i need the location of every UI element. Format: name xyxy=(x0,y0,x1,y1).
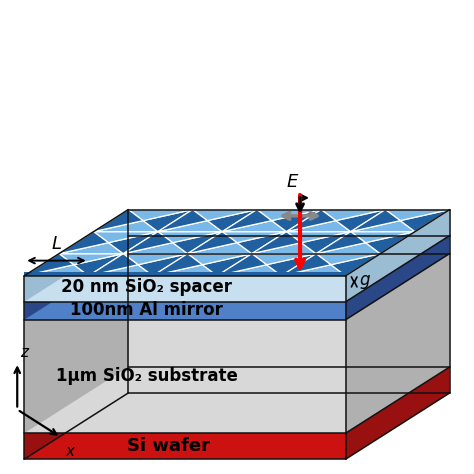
Polygon shape xyxy=(331,254,380,276)
Polygon shape xyxy=(286,210,336,232)
Polygon shape xyxy=(217,264,282,276)
Polygon shape xyxy=(24,236,450,302)
Polygon shape xyxy=(94,220,158,232)
Polygon shape xyxy=(282,264,346,276)
Polygon shape xyxy=(385,210,450,220)
Polygon shape xyxy=(346,236,450,319)
Polygon shape xyxy=(24,254,450,319)
Polygon shape xyxy=(59,254,123,264)
Polygon shape xyxy=(128,210,192,220)
Polygon shape xyxy=(316,243,380,254)
Polygon shape xyxy=(351,220,415,232)
Polygon shape xyxy=(173,232,222,254)
Bar xyxy=(24,302,346,319)
Polygon shape xyxy=(222,210,272,232)
Polygon shape xyxy=(109,232,158,254)
Text: $z$: $z$ xyxy=(20,345,30,360)
Text: 100nm Al mirror: 100nm Al mirror xyxy=(70,301,223,319)
Polygon shape xyxy=(24,236,128,319)
Polygon shape xyxy=(222,232,286,243)
Polygon shape xyxy=(59,243,123,254)
Polygon shape xyxy=(286,232,351,243)
Polygon shape xyxy=(158,210,208,232)
Polygon shape xyxy=(301,232,351,254)
Polygon shape xyxy=(24,254,128,433)
Text: Si wafer: Si wafer xyxy=(128,437,210,455)
Polygon shape xyxy=(138,254,188,276)
Polygon shape xyxy=(316,254,380,264)
Polygon shape xyxy=(252,243,316,254)
Polygon shape xyxy=(188,254,252,264)
Polygon shape xyxy=(272,210,321,232)
Polygon shape xyxy=(346,254,450,433)
Polygon shape xyxy=(188,232,237,254)
Polygon shape xyxy=(89,254,138,276)
Polygon shape xyxy=(24,367,450,433)
Polygon shape xyxy=(74,254,123,276)
Bar xyxy=(24,272,346,276)
Polygon shape xyxy=(123,243,188,254)
Text: $g$: $g$ xyxy=(359,273,371,291)
Polygon shape xyxy=(351,232,415,243)
Polygon shape xyxy=(24,264,89,276)
Polygon shape xyxy=(158,220,222,232)
Polygon shape xyxy=(266,254,316,276)
Polygon shape xyxy=(143,210,192,232)
Polygon shape xyxy=(24,210,450,276)
Polygon shape xyxy=(365,232,415,254)
Polygon shape xyxy=(222,220,286,232)
Polygon shape xyxy=(346,210,450,302)
Polygon shape xyxy=(24,254,74,276)
Polygon shape xyxy=(252,232,301,254)
Polygon shape xyxy=(217,254,266,276)
Polygon shape xyxy=(351,210,400,232)
Polygon shape xyxy=(208,210,257,232)
Polygon shape xyxy=(252,254,316,264)
Polygon shape xyxy=(237,232,286,254)
Polygon shape xyxy=(316,232,365,254)
Polygon shape xyxy=(94,232,158,243)
Text: $E$: $E$ xyxy=(286,173,300,191)
Polygon shape xyxy=(153,254,202,276)
Text: $x$: $x$ xyxy=(65,444,77,459)
Text: 1μm SiO₂ substrate: 1μm SiO₂ substrate xyxy=(55,367,237,385)
Polygon shape xyxy=(188,243,252,254)
Polygon shape xyxy=(24,367,128,459)
Polygon shape xyxy=(59,232,109,254)
Bar xyxy=(24,319,346,433)
Polygon shape xyxy=(286,220,351,232)
Polygon shape xyxy=(336,210,385,232)
Bar xyxy=(24,276,346,302)
Polygon shape xyxy=(153,264,217,276)
Polygon shape xyxy=(89,264,153,276)
Polygon shape xyxy=(346,367,450,459)
Polygon shape xyxy=(123,232,173,254)
Polygon shape xyxy=(202,254,252,276)
Polygon shape xyxy=(24,210,128,302)
Polygon shape xyxy=(400,210,450,232)
Polygon shape xyxy=(282,254,331,276)
Bar xyxy=(24,433,346,459)
Polygon shape xyxy=(158,232,222,243)
Polygon shape xyxy=(192,210,257,220)
Polygon shape xyxy=(94,210,143,232)
Polygon shape xyxy=(24,210,450,276)
Text: $L$: $L$ xyxy=(51,235,62,253)
Polygon shape xyxy=(257,210,321,220)
Polygon shape xyxy=(321,210,385,220)
Polygon shape xyxy=(123,254,188,264)
Text: 20 nm SiO₂ spacer: 20 nm SiO₂ spacer xyxy=(61,278,232,296)
